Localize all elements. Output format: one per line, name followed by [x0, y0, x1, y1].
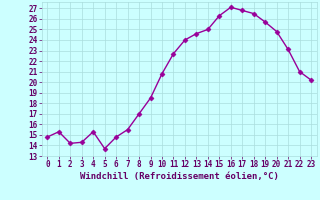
X-axis label: Windchill (Refroidissement éolien,°C): Windchill (Refroidissement éolien,°C): [80, 172, 279, 181]
